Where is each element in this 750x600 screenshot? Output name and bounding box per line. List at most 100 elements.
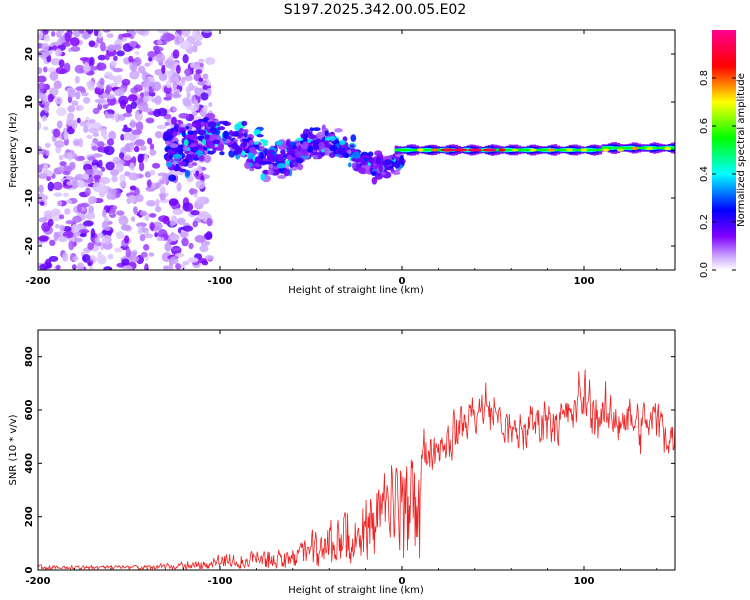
spectrogram-noise-blob: [104, 111, 109, 119]
spectrogram-noise-blob: [149, 213, 157, 218]
spectrogram-noise-blob: [87, 261, 92, 267]
spectrogram-noise-blob: [87, 156, 96, 161]
spectrogram-band-blob: [275, 154, 281, 159]
spectrogram-band-blob: [219, 151, 225, 156]
spectrogram-band-blob: [329, 152, 336, 158]
spectrogram-noise-blob: [115, 162, 124, 173]
spectrogram-noise-blob: [92, 164, 98, 173]
spectrogram-band-blob: [307, 134, 317, 139]
spectrogram-noise-blob: [46, 175, 52, 182]
spectrogram-band-blob: [349, 144, 355, 148]
spectrogram-noise-blob: [144, 171, 152, 178]
spectrogram-noise-blob: [176, 182, 182, 192]
colorbar-label: Normalized spectral amplitude: [736, 73, 747, 227]
spectrogram-noise-blob: [195, 180, 206, 190]
spectrogram-band-blob: [371, 176, 378, 185]
spectrogram-band-blob: [166, 128, 174, 134]
spectrogram-noise-blob: [145, 117, 155, 124]
spectrogram-band-blob: [241, 120, 248, 126]
spectrogram-noise-blob: [196, 196, 207, 204]
spectrogram-noise-blob: [121, 78, 131, 86]
spectrogram-noise-blob: [88, 205, 94, 214]
spectrogram-band-blob: [234, 123, 241, 131]
spectrogram-band-blob: [212, 147, 217, 154]
snr-x-label: Height of straight line (km): [288, 585, 424, 596]
spectrogram-band-blob: [242, 140, 247, 148]
spectrogram-noise-blob: [77, 262, 85, 270]
spectrogram-noise-blob: [180, 40, 191, 50]
snr-y-tick-label: 800: [24, 346, 35, 367]
spectrogram-noise-blob: [159, 180, 165, 185]
spectrogram-noise-blob: [119, 152, 125, 159]
spectrogram-noise-blob: [70, 180, 79, 189]
snr-x-tick-label: 100: [574, 576, 595, 587]
spectrogram-noise-blob: [178, 35, 184, 44]
spectrogram-noise-blob: [131, 61, 138, 72]
spectrogram-noise-blob: [39, 263, 48, 270]
spectrogram-noise-blob: [100, 41, 106, 52]
spectrogram-hot-spot: [580, 148, 588, 152]
spectrogram-band-blob: [351, 151, 361, 159]
spectrogram-noise-blob: [55, 223, 60, 229]
spectrogram-noise-blob: [62, 231, 74, 239]
spectrogram-noise-blob: [47, 93, 54, 103]
spectrogram-noise-blob: [71, 224, 79, 234]
spectrogram-noise-blob: [64, 32, 71, 43]
spectrogram-band-blob: [296, 137, 304, 142]
spectrogram-line-segment: [625, 146, 630, 150]
spectrogram-line-segment: [604, 146, 609, 150]
spectrogram-noise-blob: [164, 242, 172, 252]
spectrogram-noise-blob: [122, 112, 133, 118]
spectrogram-band-blob: [235, 147, 243, 155]
spectrogram-noise-blob: [129, 121, 138, 127]
spectrogram-noise-blob: [120, 224, 132, 231]
spectrogram-noise-blob: [104, 226, 111, 231]
spectrogram-band-blob: [371, 171, 377, 176]
spectrogram-band-blob: [186, 153, 191, 161]
spectrogram-band-blob: [312, 154, 319, 160]
spectrogram-line-segment: [673, 147, 675, 149]
spectrogram-noise-blob: [107, 253, 114, 260]
spectrogram-noise-blob: [64, 208, 71, 215]
spectrogram-noise-blob: [159, 193, 166, 201]
spectrogram-noise-blob: [133, 145, 140, 153]
spectrogram-noise-blob: [55, 264, 61, 270]
spectrogram-y-tick-label: -10: [24, 189, 35, 207]
spectrogram-noise-blob: [168, 198, 179, 206]
spectrogram-line-segment: [523, 148, 528, 152]
spectrogram-band-blob: [258, 160, 267, 166]
spectrogram-noise-blob: [123, 124, 128, 130]
spectrogram-line-segment: [406, 149, 411, 151]
spectrogram-noise-blob: [120, 134, 125, 141]
spectrogram-noise-blob: [43, 163, 49, 174]
spectrogram-noise-blob: [82, 31, 89, 40]
spectrogram-band-blob: [318, 141, 325, 150]
spectrogram-noise-blob: [170, 247, 182, 252]
spectrogram-band-blob: [247, 152, 254, 160]
spectrogram-noise-blob: [48, 255, 59, 262]
spectrogram-noise-blob: [121, 33, 132, 38]
spectrogram-noise-blob: [79, 202, 90, 208]
spectrogram-noise-blob: [205, 231, 213, 240]
spectrogram-band-blob: [312, 143, 320, 151]
snr-x-tick-label: 0: [399, 576, 406, 587]
spectrogram-band-blob: [189, 146, 199, 153]
spectrogram-noise-blob: [74, 64, 85, 74]
spectrogram-noise-blob: [41, 42, 50, 52]
spectrogram-noise-blob: [140, 145, 147, 151]
spectrogram-noise-blob: [78, 137, 84, 148]
spectrogram-line-segment: [496, 149, 501, 151]
snr-background: [38, 330, 675, 570]
spectrogram-noise-blob: [72, 30, 79, 36]
spectrogram-noise-blob: [38, 82, 47, 90]
spectrogram-hot-spot: [529, 148, 537, 152]
spectrogram-band-blob: [268, 153, 275, 161]
spectrogram-noise-blob: [59, 30, 65, 35]
spectrogram-noise-blob: [97, 54, 107, 61]
spectrogram-noise-blob: [55, 48, 63, 57]
spectrogram-hot-spot: [565, 148, 573, 152]
spectrogram-noise-blob: [62, 252, 69, 262]
spectrogram-noise-blob: [202, 30, 213, 33]
spectrogram-band-blob: [309, 127, 314, 132]
spectrogram-line-segment: [427, 149, 432, 151]
